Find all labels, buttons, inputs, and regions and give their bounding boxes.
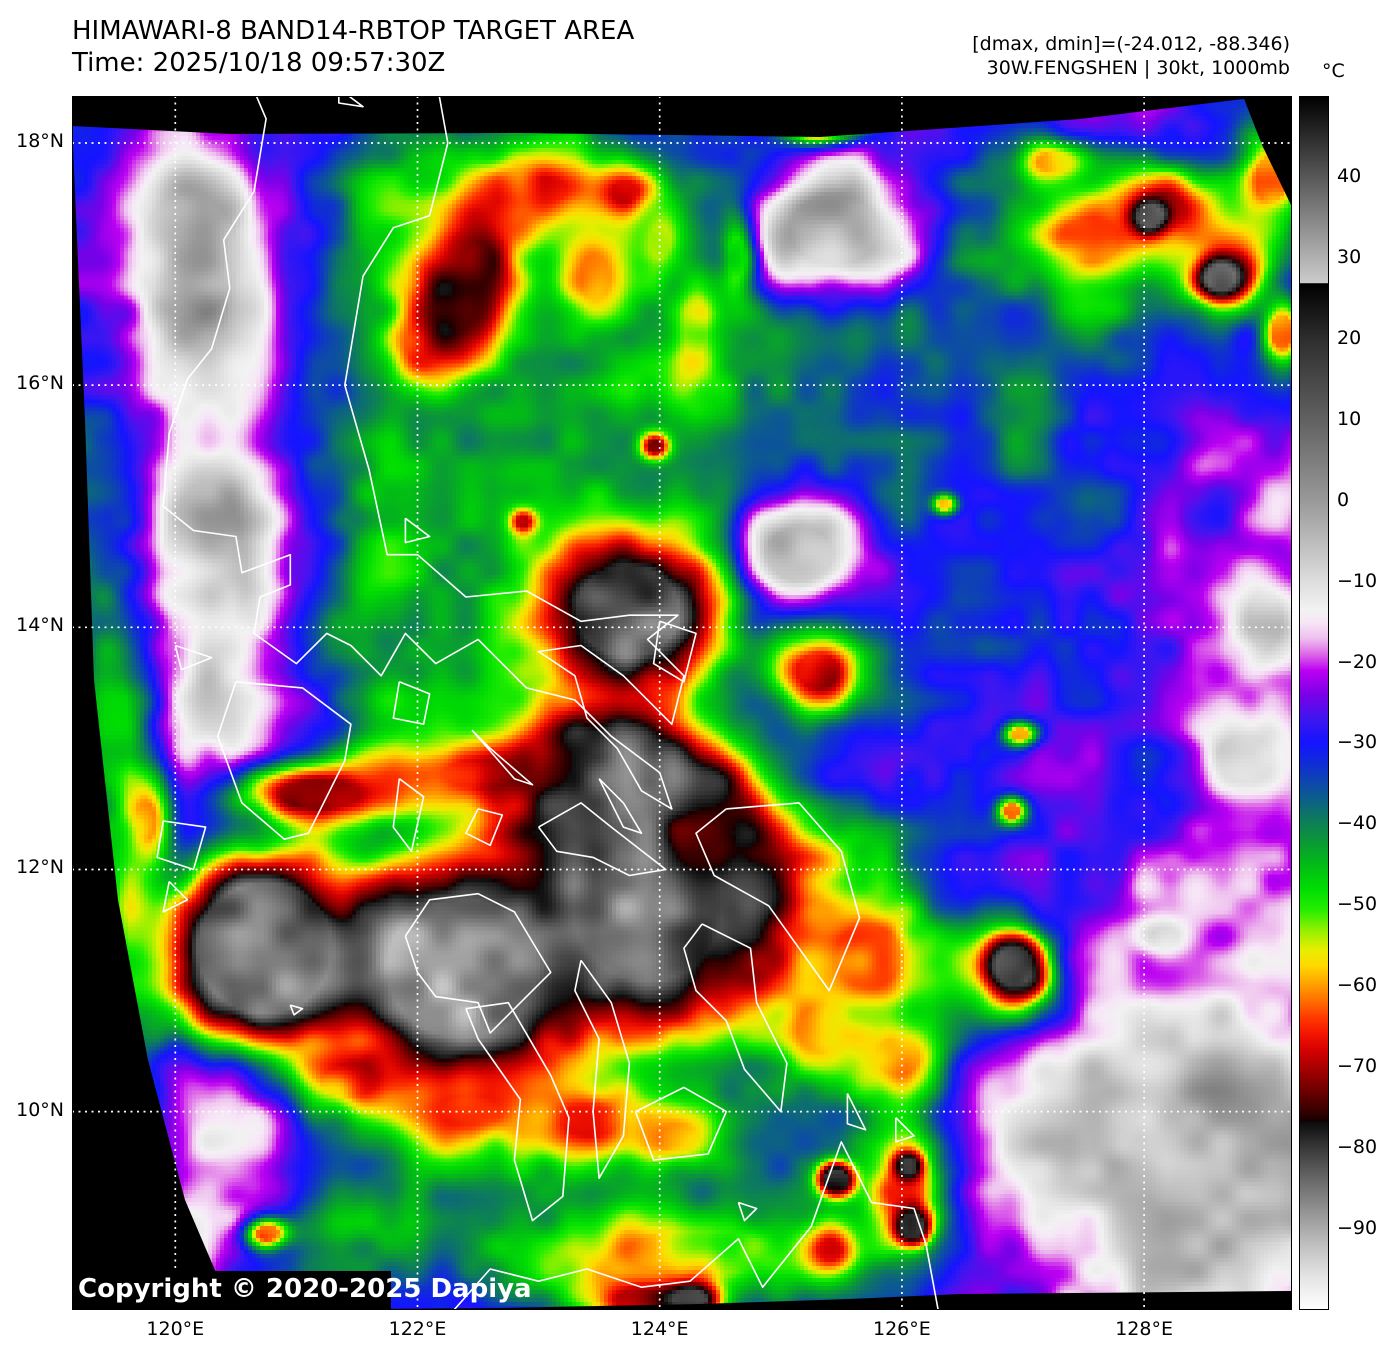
coastline-cebu [574, 959, 631, 1179]
lon-tick-label-126°E: 126°E [873, 1318, 931, 1340]
coastline-mindanao [453, 1141, 939, 1310]
lat-tick-label-12°N: 12°N [16, 856, 64, 879]
coastline-luzon [162, 96, 685, 810]
lon-tick-label-120°E: 120°E [146, 1318, 205, 1340]
swath-edge-left [72, 125, 232, 1310]
coastline-burias [471, 729, 534, 786]
lon-tick-label-124°E: 124°E [630, 1318, 689, 1340]
figure-time: Time: 2025/10/18 09:57:30Z [72, 48, 446, 78]
coastline-bohol [634, 1086, 728, 1161]
coastline-polillo [404, 517, 431, 544]
copyright-bar: Copyright © 2020-2025 Dapiya [72, 1271, 532, 1310]
coastline-ticao [598, 778, 643, 834]
copyright-text: Copyright © 2020-2025 Dapiya [78, 1274, 532, 1304]
coastline-camiguin [737, 1201, 758, 1222]
colorbar [1299, 96, 1329, 1310]
swath-edge-bottom [232, 1291, 1292, 1310]
lon-tick-label-128°E: 128°E [1115, 1318, 1173, 1340]
coastline-masbate [537, 802, 667, 877]
colorbar-tick-label-10: 10 [1337, 407, 1362, 430]
colorbar-tick-label-−90: −90 [1337, 1217, 1378, 1240]
coastline-lubang [174, 644, 213, 671]
map-overlay [72, 96, 1292, 1310]
coastline-catanduanes [652, 620, 697, 683]
coastline-sibuyan [465, 808, 504, 847]
colorbar-tick-label-−10: −10 [1337, 569, 1378, 592]
coastline-tablas [392, 778, 425, 853]
colorbar-tick-label-30: 30 [1337, 245, 1362, 268]
colorbar-tick-label-−50: −50 [1337, 893, 1378, 916]
dmax-dmin-annotation: [dmax, dmin]=(-24.012, -88.346) [972, 33, 1290, 55]
coastline-cuyo [289, 1004, 304, 1016]
coastline-culion [162, 881, 189, 913]
colorbar-tick-label-20: 20 [1337, 326, 1362, 349]
lat-tick-label-18°N: 18°N [16, 130, 64, 152]
figure-title: HIMAWARI-8 BAND14-RBTOP TARGET AREA [72, 16, 635, 46]
lat-tick-label-16°N: 16°N [16, 372, 64, 395]
coastline-negros [465, 1001, 570, 1222]
colorbar-tick-label-40: 40 [1337, 164, 1362, 187]
coastline-dinagat [846, 1093, 867, 1131]
storm-annotation: 30W.FENGSHEN | 30kt, 1000mb [986, 57, 1290, 79]
colorbar-tick-label-−80: −80 [1337, 1136, 1378, 1159]
colorbar-tick-label-−70: −70 [1337, 1055, 1378, 1078]
colorbar-tick-label-−60: −60 [1337, 974, 1378, 997]
coastline-samar [695, 802, 861, 992]
coastline-calayan [338, 96, 364, 108]
coastline-busuanga [156, 820, 207, 871]
swath-edge-top-right [1243, 96, 1292, 207]
satellite-ir-image [72, 96, 1292, 1310]
swath-edge-top [72, 96, 1292, 137]
coastline-leyte [683, 923, 788, 1113]
colorbar-tick-label-−30: −30 [1337, 731, 1378, 754]
colorbar-tick-label-−20: −20 [1337, 650, 1378, 673]
coastline-panay [404, 892, 552, 1034]
coastline-mindoro [216, 681, 352, 840]
lat-tick-label-10°N: 10°N [16, 1098, 64, 1121]
coastline-siargao [895, 1117, 915, 1143]
colorbar-tick-label-−40: −40 [1337, 812, 1378, 835]
lon-tick-label-122°E: 122°E [388, 1318, 447, 1340]
lat-tick-label-14°N: 14°N [16, 614, 64, 637]
colorbar-unit-label: °C [1322, 60, 1345, 82]
map-plot-area [72, 96, 1292, 1310]
colorbar-tick-label-0: 0 [1337, 488, 1350, 511]
coastline-marinduque [392, 681, 431, 725]
coastlines-group [156, 96, 939, 1310]
